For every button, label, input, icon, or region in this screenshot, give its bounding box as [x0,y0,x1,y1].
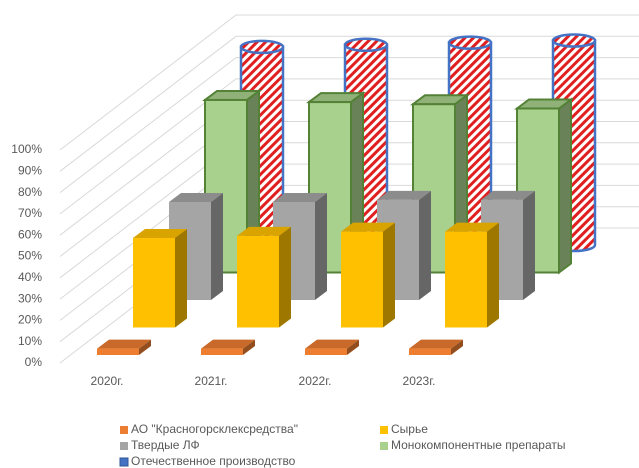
legend-swatch [120,426,128,434]
y-tick-label: 40% [18,270,42,284]
y-tick-label: 30% [18,291,42,305]
bar-top [133,229,187,239]
y-tick-label: 0% [25,355,43,369]
bar-top [201,339,255,349]
y-tick-label: 100% [11,142,42,156]
bar-top [237,226,291,236]
y-tick-label: 10% [18,334,42,348]
y-tick-label: 20% [18,313,42,327]
bar-front [445,231,487,328]
grid-line [59,14,639,151]
bar-top [97,339,151,349]
y-tick-label: 70% [18,206,42,220]
legend-swatch [119,457,129,467]
bar-side [139,339,151,355]
bar-side [419,190,431,300]
bar [169,193,223,300]
bar-side [487,222,499,328]
bar-top [377,190,431,200]
x-tick-label: 2021г. [195,374,228,388]
bar [133,229,187,328]
cylinder-top [343,37,389,53]
legend-label: Отечественное производство [131,454,296,468]
bar [409,339,463,355]
bar-front [201,348,243,355]
x-tick-label: 2023г. [403,374,436,388]
bar-top [445,222,499,232]
bar-side [243,339,255,355]
bar [201,339,255,355]
bar [341,222,395,328]
bar-front [305,348,347,355]
bar-top [273,193,327,203]
x-tick-label: 2020г. [91,374,124,388]
bar-front [133,238,175,328]
legend-swatch [120,442,128,450]
cylinder-top [447,35,493,50]
x-tick-label: 2022г. [299,374,332,388]
bar [97,339,151,355]
bar [305,339,359,355]
legend-label: АО "Красногорсклексредства" [131,422,298,436]
y-tick-label: 60% [18,227,42,241]
bar-top [341,222,395,232]
bar [237,226,291,328]
grid-line [59,78,639,215]
bar-side [558,97,572,275]
y-tick-label: 80% [18,185,42,199]
legend-swatch [380,442,388,450]
bar-front [409,348,451,355]
bar-top [409,339,463,349]
bar-side [279,226,291,328]
cylinder-top [239,39,285,55]
bar-side [347,339,359,355]
bar-top [169,193,223,203]
bar-side [523,190,535,300]
legend-label: Монокомпонентные препараты [391,438,566,452]
bar-front [97,348,139,355]
bar-front [341,231,383,328]
bar-front [237,235,279,328]
bar-side [451,339,463,355]
legend-swatch [380,426,388,434]
bar-top [305,339,359,349]
grid-line [59,35,639,172]
y-tick-label: 90% [18,163,42,177]
bar-top [481,190,535,200]
y-tick-label: 50% [18,249,42,263]
legend-label: Сырье [391,422,428,436]
cylinder-top [551,33,597,48]
legend-label: Твердые ЛФ [131,438,200,452]
bar-side [315,193,327,300]
bar-side [211,193,223,300]
bar [445,222,499,328]
grid-line [59,57,639,193]
bar-side [175,229,187,328]
bar-side [383,222,395,328]
